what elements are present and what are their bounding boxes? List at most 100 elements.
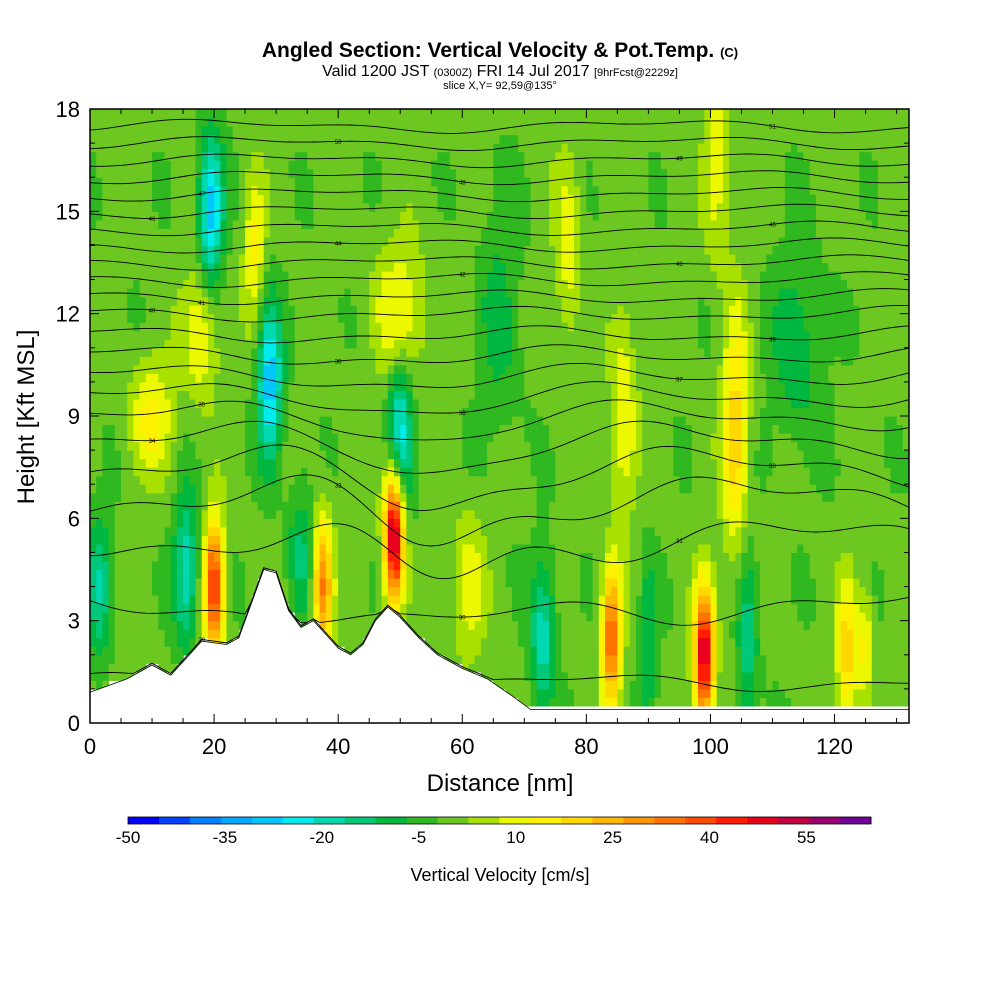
velocity-cell <box>195 518 203 528</box>
velocity-cell <box>301 347 308 357</box>
velocity-cell <box>145 330 153 340</box>
velocity-cell <box>561 654 569 664</box>
velocity-cell <box>245 219 252 229</box>
velocity-cell <box>139 407 147 417</box>
velocity-cell <box>431 526 439 536</box>
velocity-cell <box>152 151 159 161</box>
velocity-cell <box>114 637 122 647</box>
velocity-cell <box>363 134 370 144</box>
velocity-cell <box>114 373 122 383</box>
velocity-cell <box>394 330 401 340</box>
velocity-cell <box>207 416 215 426</box>
velocity-cell <box>375 254 383 264</box>
velocity-cell <box>400 322 407 332</box>
velocity-cell <box>443 595 451 605</box>
velocity-cell <box>567 646 575 656</box>
velocity-cell <box>152 134 159 144</box>
velocity-cell <box>344 475 352 485</box>
velocity-cell <box>288 398 296 408</box>
velocity-cell <box>245 416 252 426</box>
velocity-cell <box>468 526 476 536</box>
velocity-cell <box>437 109 445 119</box>
velocity-cell <box>152 322 159 332</box>
velocity-cell <box>456 450 463 460</box>
velocity-cell <box>201 552 209 562</box>
velocity-cell <box>369 322 376 332</box>
velocity-cell <box>425 535 432 545</box>
velocity-cell <box>332 416 339 426</box>
velocity-cell <box>183 629 190 639</box>
velocity-cell <box>176 185 184 195</box>
velocity-cell <box>301 160 308 170</box>
plot-area: 2930313233343536373839404142434445464748… <box>89 109 910 724</box>
velocity-cell <box>102 450 110 460</box>
velocity-cell <box>238 535 246 545</box>
velocity-cell <box>344 492 352 502</box>
velocity-cell <box>214 586 221 596</box>
velocity-cell <box>307 526 314 536</box>
velocity-cell <box>189 450 197 460</box>
velocity-cell <box>574 688 581 698</box>
velocity-cell <box>456 586 463 596</box>
velocity-cell <box>369 117 376 127</box>
velocity-cell <box>505 535 513 545</box>
velocity-cell <box>425 458 432 468</box>
velocity-cell <box>387 509 395 519</box>
velocity-cell <box>158 398 166 408</box>
velocity-cell <box>251 254 259 264</box>
velocity-cell <box>344 441 352 451</box>
velocity-cell <box>96 117 103 127</box>
velocity-cell <box>195 484 203 494</box>
velocity-cell <box>369 398 376 408</box>
velocity-cell <box>245 433 252 443</box>
velocity-cell <box>176 475 184 485</box>
velocity-cell <box>195 526 203 536</box>
velocity-cell <box>518 535 525 545</box>
velocity-cell <box>487 228 494 238</box>
velocity-cell <box>170 364 178 374</box>
velocity-cell <box>158 219 166 229</box>
velocity-cell <box>555 663 563 673</box>
velocity-cell <box>139 509 147 519</box>
velocity-cell <box>332 629 339 639</box>
velocity-cell <box>108 381 116 391</box>
velocity-cell <box>369 245 376 255</box>
velocity-cell <box>387 450 395 460</box>
velocity-cell <box>474 475 482 485</box>
velocity-cell <box>164 561 172 571</box>
velocity-cell <box>263 416 271 426</box>
velocity-cell <box>462 339 470 349</box>
velocity-cell <box>549 271 556 281</box>
velocity-cell <box>183 117 190 127</box>
velocity-cell <box>468 398 476 408</box>
velocity-cell <box>145 586 153 596</box>
velocity-cell <box>108 433 116 443</box>
velocity-cell <box>263 177 271 187</box>
velocity-cell <box>102 552 110 562</box>
velocity-cell <box>195 416 203 426</box>
velocity-cell <box>282 373 290 383</box>
velocity-cell <box>301 305 308 315</box>
velocity-cell <box>400 347 407 357</box>
velocity-cell <box>400 143 407 153</box>
velocity-cell <box>195 254 203 264</box>
velocity-cell <box>338 450 345 460</box>
velocity-cell <box>226 254 234 264</box>
velocity-cell <box>443 441 451 451</box>
velocity-cell <box>567 305 575 315</box>
velocity-cell <box>356 134 364 144</box>
velocity-cell <box>319 518 327 528</box>
velocity-cell <box>555 356 563 366</box>
velocity-cell <box>344 117 352 127</box>
velocity-cell <box>121 637 128 647</box>
velocity-cell <box>530 416 538 426</box>
velocity-cell <box>394 194 401 204</box>
velocity-cell <box>307 433 314 443</box>
velocity-cell <box>511 586 519 596</box>
velocity-cell <box>269 407 277 417</box>
velocity-cell <box>356 484 364 494</box>
velocity-cell <box>139 390 147 400</box>
velocity-cell <box>418 160 426 170</box>
velocity-cell <box>356 552 364 562</box>
velocity-cell <box>158 228 166 238</box>
